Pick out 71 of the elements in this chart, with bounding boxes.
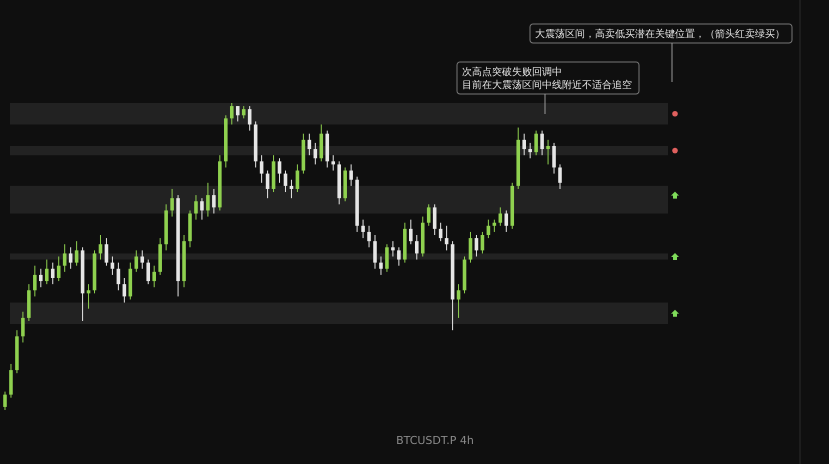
- candlestick: [39, 268, 43, 288]
- candlestick: [44, 259, 49, 285]
- candlestick: [134, 250, 138, 272]
- candlestick: [438, 222, 442, 242]
- candlestick: [122, 277, 126, 304]
- candlestick: [308, 133, 312, 156]
- candlestick: [146, 259, 150, 285]
- candlestick: [248, 106, 252, 132]
- candlestick: [110, 256, 114, 276]
- candlestick: [200, 198, 204, 220]
- candlestick: [456, 284, 460, 318]
- candlestick: [414, 234, 419, 260]
- candlestick: [444, 225, 448, 251]
- candlestick: [230, 102, 234, 125]
- candlestick: [98, 234, 102, 260]
- candlestick: [212, 188, 216, 214]
- candlestick: [426, 204, 430, 226]
- candlestick: [397, 246, 401, 266]
- candlestick: [474, 234, 478, 257]
- candlestick: [21, 311, 25, 343]
- candlestick: [391, 240, 395, 257]
- candlestick: [409, 219, 413, 245]
- candlestick: [534, 130, 538, 156]
- candlestick: [432, 204, 436, 236]
- candlestick: [331, 154, 336, 172]
- candlestick: [242, 106, 246, 119]
- candlestick: [546, 139, 550, 165]
- candlestick: [498, 206, 502, 226]
- candlestick: [152, 265, 156, 288]
- candlestick: [33, 265, 37, 297]
- candlestick: [492, 219, 496, 232]
- candlestick: [266, 170, 270, 199]
- candlestick: [468, 231, 472, 264]
- text: 目前在大震荡区间中线附近不适合追空: [462, 79, 632, 91]
- text: 大震荡区间，高卖低买潜在关键位置，（箭头红卖绿买）: [535, 28, 785, 40]
- candlestick: [56, 256, 60, 282]
- candlestick: [552, 142, 556, 174]
- candlestick: [480, 231, 484, 254]
- candlestick: [379, 256, 383, 276]
- candlestick: [194, 194, 198, 220]
- text: 次高点突破失败回调中: [462, 66, 562, 78]
- candlestick: [522, 133, 526, 156]
- candlestick: [314, 142, 318, 165]
- candlestick: [367, 225, 371, 248]
- candlestick: [62, 244, 66, 272]
- candlestick: [361, 219, 365, 239]
- candlestick: [558, 164, 562, 190]
- text: BTCUSDT.P 4h: [396, 434, 474, 447]
- candlestick: [486, 219, 490, 239]
- candlestick: [540, 130, 544, 156]
- candlestick: [385, 244, 389, 272]
- candlestick: [74, 240, 78, 266]
- candlestick: [296, 164, 300, 193]
- candlestick: [236, 106, 240, 122]
- candlestick: [290, 179, 294, 199]
- candlestick: [104, 238, 108, 266]
- candlestick: [349, 164, 353, 186]
- candlestick: [68, 246, 72, 270]
- candlestick: [528, 142, 532, 159]
- candlestick: [3, 391, 7, 410]
- candlestick: [373, 234, 377, 270]
- candlestick: [260, 154, 264, 184]
- candlestick: [206, 182, 210, 218]
- candlestick: [504, 210, 508, 232]
- candlestick: [50, 262, 55, 285]
- candlestick: [116, 262, 120, 291]
- candlestick: [284, 170, 288, 193]
- candlestick: [140, 250, 144, 270]
- candlestick: [170, 188, 174, 218]
- candlestick: [86, 284, 90, 310]
- candlestick: [278, 158, 282, 184]
